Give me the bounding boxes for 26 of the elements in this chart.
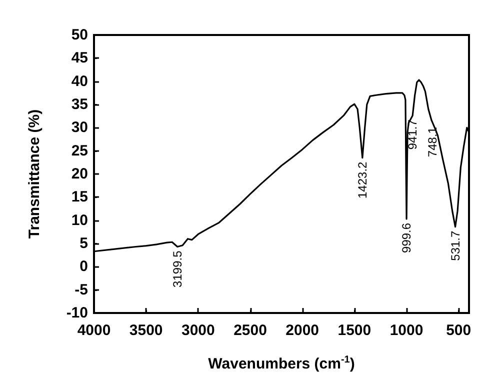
y-tick-label: 0: [80, 258, 88, 276]
y-tick-label: 25: [71, 142, 88, 160]
x-tick-label: 1500: [338, 322, 372, 339]
annotation: 531.7: [448, 230, 462, 261]
y-tick-label: 20: [71, 166, 88, 182]
y-tick-label: 35: [71, 96, 88, 113]
x-tick-label: 3500: [129, 322, 163, 339]
annotation: 3199.5: [170, 250, 184, 288]
x-tick-label: 4000: [77, 322, 111, 339]
y-tick-label: 10: [71, 212, 88, 229]
y-tick-label: -5: [74, 281, 88, 298]
y-tick-label: 40: [71, 72, 88, 90]
y-axis-title: Transmittance (%): [26, 109, 43, 239]
y-tick-label: 15: [71, 188, 88, 206]
y-tick-label: 50: [71, 26, 88, 44]
annotation: 1423.2: [355, 161, 370, 198]
x-tick-label: 2500: [234, 322, 267, 339]
x-tick-label: 3000: [181, 322, 215, 339]
x-tick-label: 2000: [286, 322, 320, 339]
x-tick-label: 1000: [390, 322, 424, 339]
y-tick-label: 45: [71, 50, 88, 67]
y-tick-label: -10: [66, 304, 88, 322]
y-tick-label: 30: [71, 119, 88, 136]
y-tick-label: 5: [80, 235, 88, 252]
x-tick-label: 500: [446, 322, 472, 339]
annotation: 999.6: [400, 222, 414, 253]
